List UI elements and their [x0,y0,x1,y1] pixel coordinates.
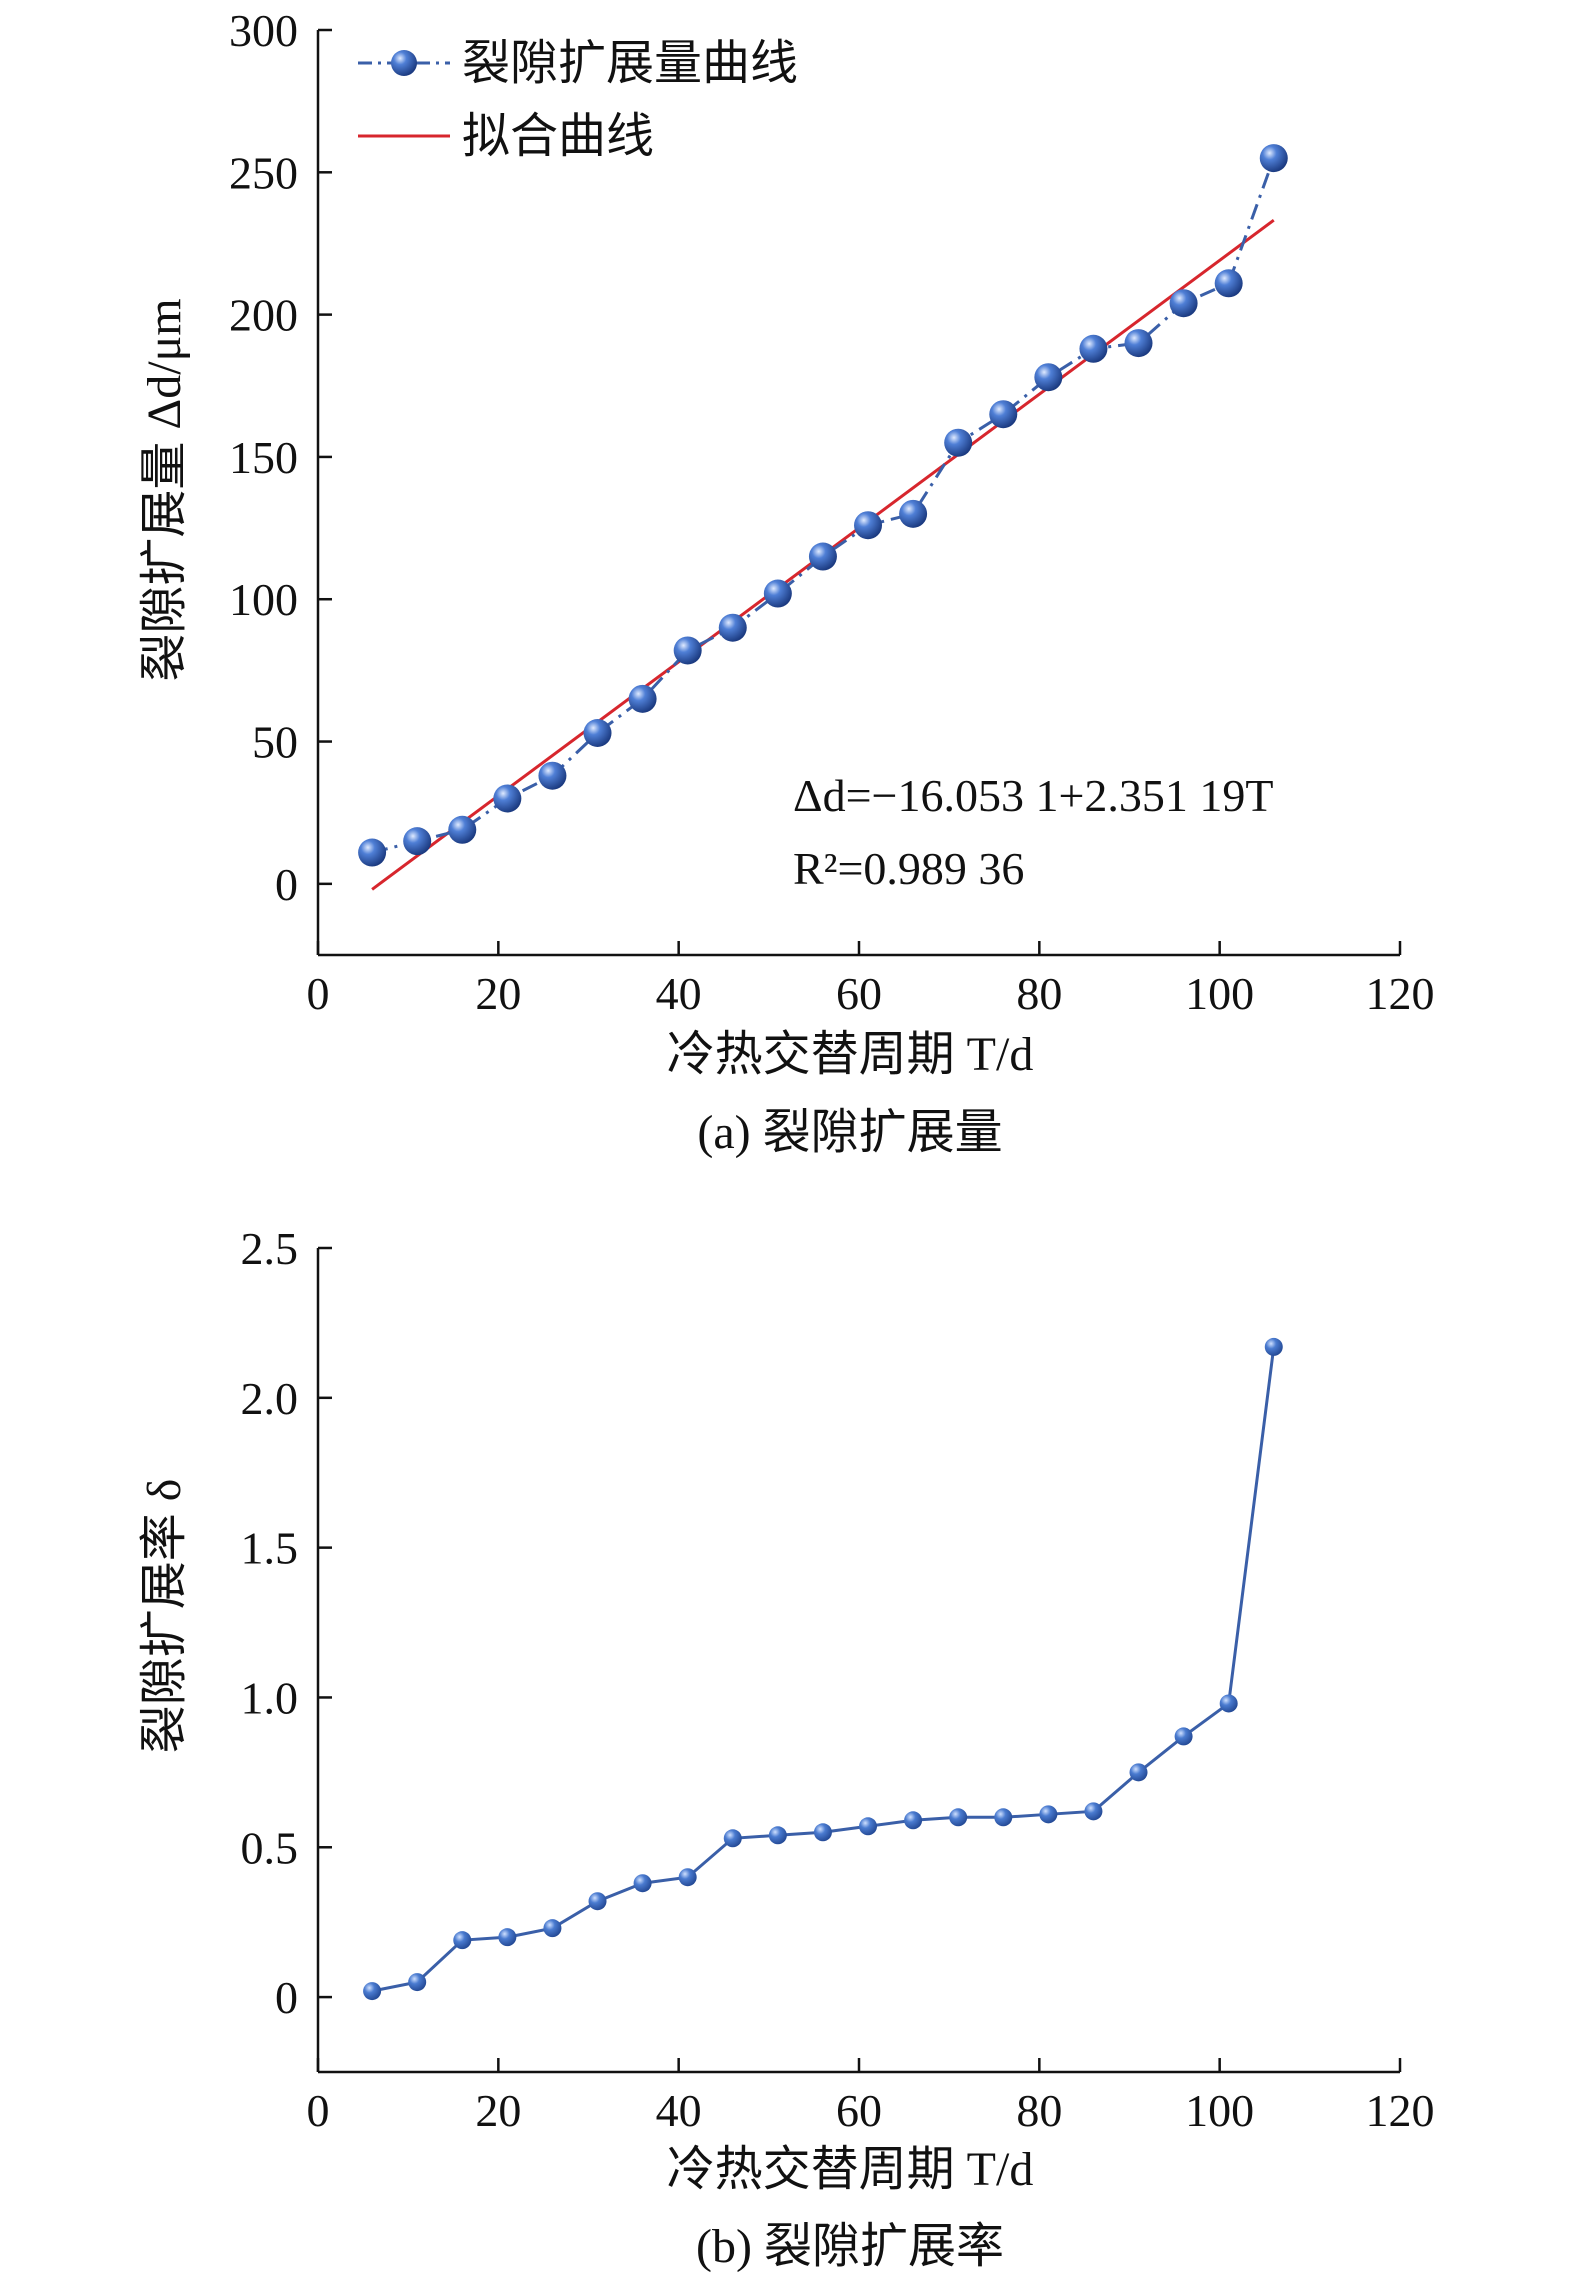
y-tick-label: 250 [229,147,298,198]
chart-a-legend: 裂隙扩展量曲线 拟合曲线 [358,37,798,163]
x-tick-label: 60 [836,2085,882,2136]
data-point [989,400,1018,429]
chart-b-y-axis-title: 裂隙扩展率 δ [138,1479,191,1754]
chart-a-caption: (a) 裂隙扩展量 [697,1106,1002,1159]
y-tick-label: 2.5 [241,1223,299,1274]
x-tick-label: 60 [836,968,882,1019]
data-point [859,1817,878,1836]
x-tick-label: 100 [1185,968,1254,1019]
x-tick-label: 0 [307,968,330,1019]
data-point [358,838,387,867]
data-point [633,1874,652,1893]
chart-b-tick-labels: 0 20 40 60 80 100 120 0 0.5 1.0 1.5 2.0 2.5 [241,1223,1435,2136]
data-point [808,542,837,571]
legend-series-marker [391,50,417,76]
x-tick-label: 20 [475,968,521,1019]
x-tick-label: 80 [1016,968,1062,1019]
y-tick-label: 0 [275,859,298,910]
legend-series-label: 裂隙扩展量曲线 [462,37,798,90]
y-tick-label: 1.5 [241,1523,299,1574]
x-tick-label: 80 [1016,2085,1062,2136]
data-point [718,613,747,642]
data-point [994,1808,1013,1827]
x-tick-label: 100 [1185,2085,1254,2136]
data-point [854,511,883,540]
r-squared: R²=0.989 36 [793,843,1024,894]
data-point [1129,1763,1148,1782]
chart-b-x-axis-title: 冷热交替周期 T/d [667,2143,1034,2196]
data-point [628,684,657,713]
x-tick-label: 20 [475,2085,521,2136]
data-point [1079,334,1108,363]
y-tick-label: 1.0 [241,1672,299,1723]
y-tick-label: 150 [229,432,298,483]
data-point [538,761,567,790]
data-point [1084,1802,1103,1821]
y-tick-label: 100 [229,574,298,625]
chart-a: 0 20 40 60 80 100 120 0 50 100 150 200 250 300 裂隙扩展量曲… [138,5,1435,1159]
data-point [453,1931,472,1950]
data-point [1264,1337,1283,1356]
data-point [1169,289,1198,318]
legend-fit-label: 拟合曲线 [462,110,654,163]
chart-a-axes [316,28,1402,957]
data-point [949,1808,968,1827]
fit-equation: Δd=−16.053 1+2.351 19T [793,770,1274,821]
chart-a-x-axis-title: 冷热交替周期 T/d [667,1028,1034,1081]
y-tick-label: 2.0 [241,1373,299,1424]
series-line [371,157,1276,854]
data-point [588,1892,607,1911]
chart-b-caption: (b) 裂隙扩展率 [696,2220,1004,2273]
chart-a-tick-labels: 0 20 40 60 80 100 120 0 50 100 150 200 250 300 [229,5,1435,1019]
y-tick-label: 0.5 [241,1822,299,1873]
data-point [673,636,702,665]
data-point [403,827,432,856]
data-point [1034,363,1063,392]
data-point [723,1829,742,1848]
x-tick-label: 40 [656,2085,702,2136]
data-point [363,1982,382,2001]
x-tick-label: 40 [656,968,702,1019]
data-point [448,815,477,844]
x-tick-label: 120 [1366,2085,1435,2136]
data-point [768,1826,787,1845]
data-point [493,784,522,813]
data-point [1259,144,1288,173]
y-tick-label: 50 [252,717,298,768]
data-point [1039,1805,1058,1824]
data-point [944,428,973,457]
data-point [1214,269,1243,298]
chart-a-y-axis-title: 裂隙扩展量 Δd/μm [138,298,191,681]
x-tick-label: 0 [307,2085,330,2136]
y-tick-label: 0 [275,1972,298,2023]
y-tick-label: 300 [229,5,298,56]
data-point [1124,329,1153,358]
data-point [543,1919,562,1938]
y-tick-label: 200 [229,290,298,341]
data-point [1174,1727,1193,1746]
chart-b-axes [316,1246,1402,2074]
chart-b: 0 20 40 60 80 100 120 0 0.5 1.0 1.5 2.0 2.5 冷热交替周期 T… [138,1223,1435,2273]
data-point [813,1823,832,1842]
data-point [498,1928,517,1947]
data-point [763,579,792,608]
chart-a-series-layer [358,144,1288,867]
data-point [583,719,612,747]
data-point [408,1973,427,1992]
data-point [904,1811,923,1830]
data-point [678,1868,697,1887]
series-line [371,1346,1276,1993]
chart-b-series-layer [363,1337,1283,2001]
data-point [1219,1694,1238,1713]
x-tick-label: 120 [1366,968,1435,1019]
data-point [899,499,928,528]
